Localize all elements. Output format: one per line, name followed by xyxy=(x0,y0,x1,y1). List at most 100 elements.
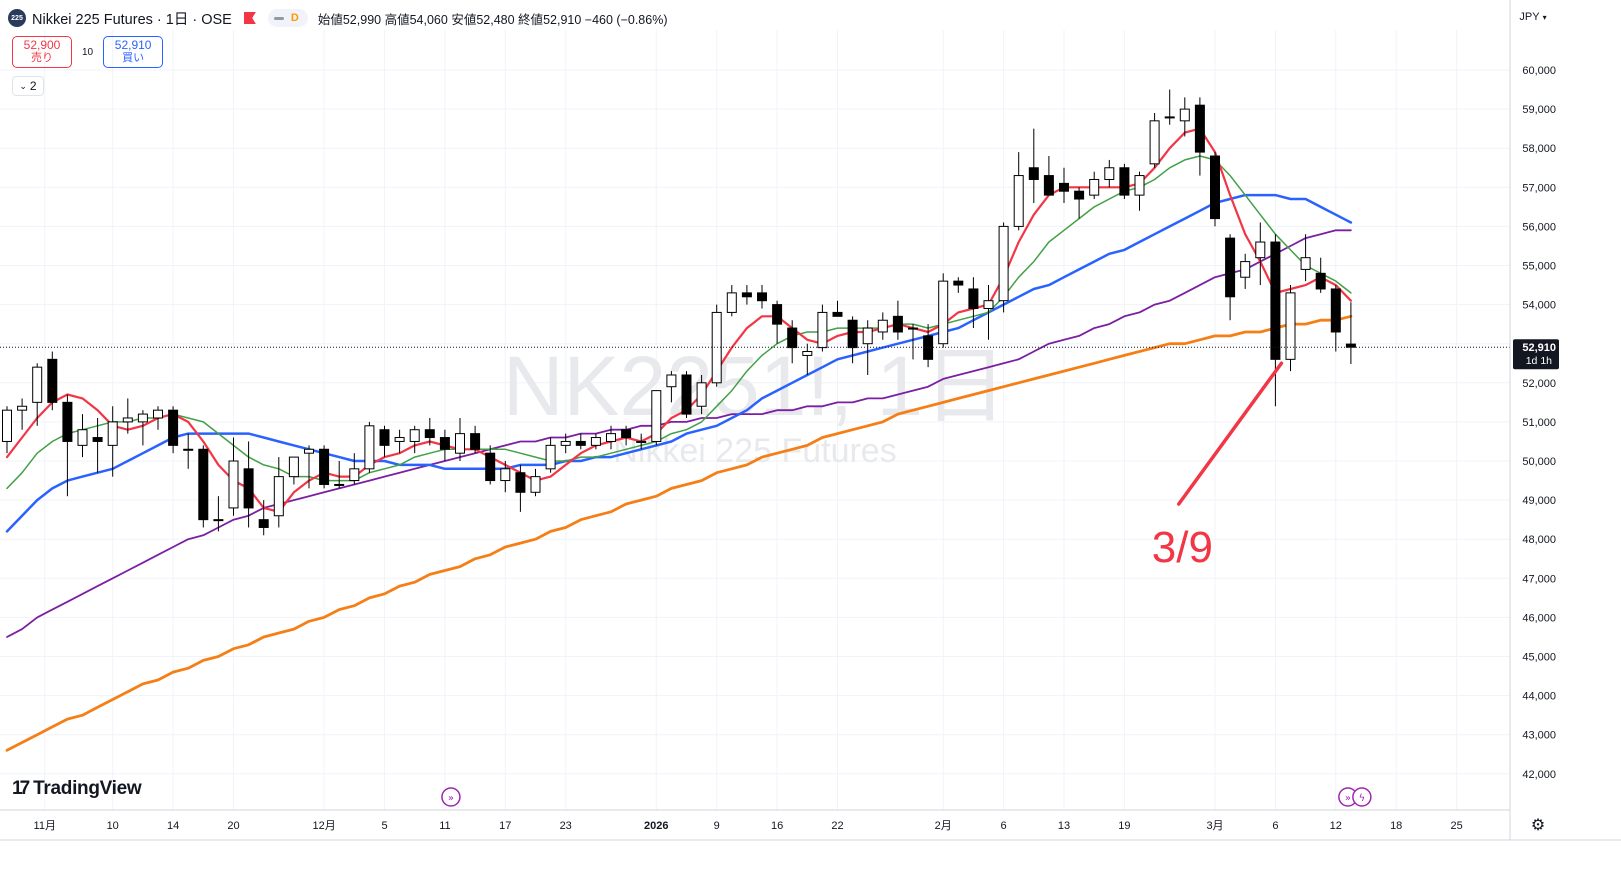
time-tick-label: 18 xyxy=(1390,820,1402,832)
data-status-pill[interactable]: D xyxy=(267,9,308,27)
candle xyxy=(1164,89,1175,125)
candle-body xyxy=(530,476,541,493)
candle-body xyxy=(636,440,647,443)
price-tick-label: 45,000 xyxy=(1522,652,1556,664)
candle xyxy=(908,324,918,360)
price-tick-label: 52,000 xyxy=(1522,378,1556,390)
candle-body xyxy=(1270,241,1281,360)
candle xyxy=(938,273,949,348)
candle-body xyxy=(364,425,375,470)
candle-body xyxy=(968,288,979,310)
currency-selector[interactable]: JPY ▾ xyxy=(1513,6,1553,28)
candle-body xyxy=(1285,292,1296,360)
lightning-icon xyxy=(1352,787,1372,807)
change-value: −460 (−0.86%) xyxy=(584,12,668,27)
candle xyxy=(1028,128,1039,203)
candle xyxy=(288,456,299,485)
sell-button[interactable]: 52,900 売り xyxy=(12,36,72,68)
candle xyxy=(424,417,435,446)
candle xyxy=(757,285,767,309)
candle xyxy=(1119,163,1130,200)
price-tick-label: 50,000 xyxy=(1522,456,1556,468)
candle-body xyxy=(696,382,707,407)
time-tick-label: 22 xyxy=(831,820,843,832)
indicator-legend-toggle[interactable]: ⌄ 2 xyxy=(12,76,44,96)
candle-body xyxy=(1104,167,1115,180)
candle-body xyxy=(500,468,511,482)
flag-icon[interactable] xyxy=(243,12,256,24)
candle-body xyxy=(1013,175,1024,227)
candle xyxy=(243,441,254,528)
candle-body xyxy=(757,292,767,302)
time-tick-label: 6 xyxy=(1272,820,1278,832)
currency-label: JPY xyxy=(1519,11,1540,23)
time-tick-label: 12月 xyxy=(312,820,335,832)
candle-body xyxy=(606,433,616,442)
candle-body xyxy=(832,311,843,317)
candle-body xyxy=(258,519,269,528)
series-line-ma_purple xyxy=(6,229,1352,638)
candle-body xyxy=(575,440,586,446)
candle xyxy=(228,437,239,516)
candle xyxy=(590,433,601,450)
candle xyxy=(575,433,586,450)
candle-body xyxy=(304,448,314,454)
candle xyxy=(606,425,616,450)
candles xyxy=(2,89,1356,536)
event-glyph: » xyxy=(1345,793,1351,804)
price-tick-label: 46,000 xyxy=(1522,612,1556,624)
candle-body xyxy=(168,409,179,446)
candle-body xyxy=(1315,272,1326,290)
candle xyxy=(1149,113,1160,168)
candle-body xyxy=(983,300,994,310)
candle xyxy=(107,406,118,477)
price-tick-label: 57,000 xyxy=(1522,182,1556,194)
delay-marker: D xyxy=(290,12,299,24)
event-marker[interactable]: » ϟ xyxy=(1338,787,1372,807)
symbol-title[interactable]: Nikkei 225 Futures · 1日 · OSE xyxy=(32,11,232,28)
candle-body xyxy=(122,417,133,423)
gear-icon[interactable]: ⚙ xyxy=(1530,817,1546,834)
candle-body xyxy=(1300,257,1311,270)
candle-body xyxy=(1059,182,1069,192)
candle xyxy=(892,300,903,340)
candle xyxy=(1315,257,1326,293)
close-label: 終値 xyxy=(518,12,544,27)
candle-body xyxy=(62,401,73,442)
buy-button[interactable]: 52,910 買い xyxy=(103,36,164,68)
candle-body xyxy=(515,472,526,493)
candle xyxy=(122,398,133,434)
high-label: 高値 xyxy=(384,12,410,27)
candle-body xyxy=(439,437,450,450)
candle xyxy=(394,429,405,454)
candle-body xyxy=(1210,155,1220,220)
candle xyxy=(817,304,828,352)
candle-body xyxy=(107,421,118,446)
chevron-down-icon: ⌄ xyxy=(19,80,27,91)
candle-body xyxy=(2,409,12,442)
candle xyxy=(470,425,481,454)
candle-body xyxy=(666,374,677,388)
candle-body xyxy=(424,429,435,439)
indicator-count: 2 xyxy=(29,79,37,93)
candle xyxy=(1330,285,1341,352)
time-tick-label: 3月 xyxy=(1206,820,1223,832)
candle-body xyxy=(681,374,692,415)
candle-body xyxy=(1119,167,1130,196)
trade-quantity[interactable]: 10 xyxy=(82,46,94,58)
candle-body xyxy=(862,327,873,345)
sell-label: 売り xyxy=(31,52,53,64)
event-marker[interactable]: » xyxy=(441,787,461,807)
candle-body xyxy=(319,448,330,485)
chart-header: 225 Nikkei 225 Futures · 1日 · OSE D 始値52… xyxy=(8,6,667,30)
price-tick-label: 59,000 xyxy=(1522,104,1556,116)
time-tick-label: 2月 xyxy=(935,820,952,832)
candle xyxy=(455,417,465,461)
candle-body xyxy=(153,409,163,419)
tradingview-logo[interactable]: 17 TradingView xyxy=(12,778,142,800)
candle xyxy=(1059,167,1069,203)
price-tick-label: 47,000 xyxy=(1522,573,1556,585)
symbol-badge[interactable]: 225 xyxy=(8,9,26,27)
candle-body xyxy=(334,483,345,486)
